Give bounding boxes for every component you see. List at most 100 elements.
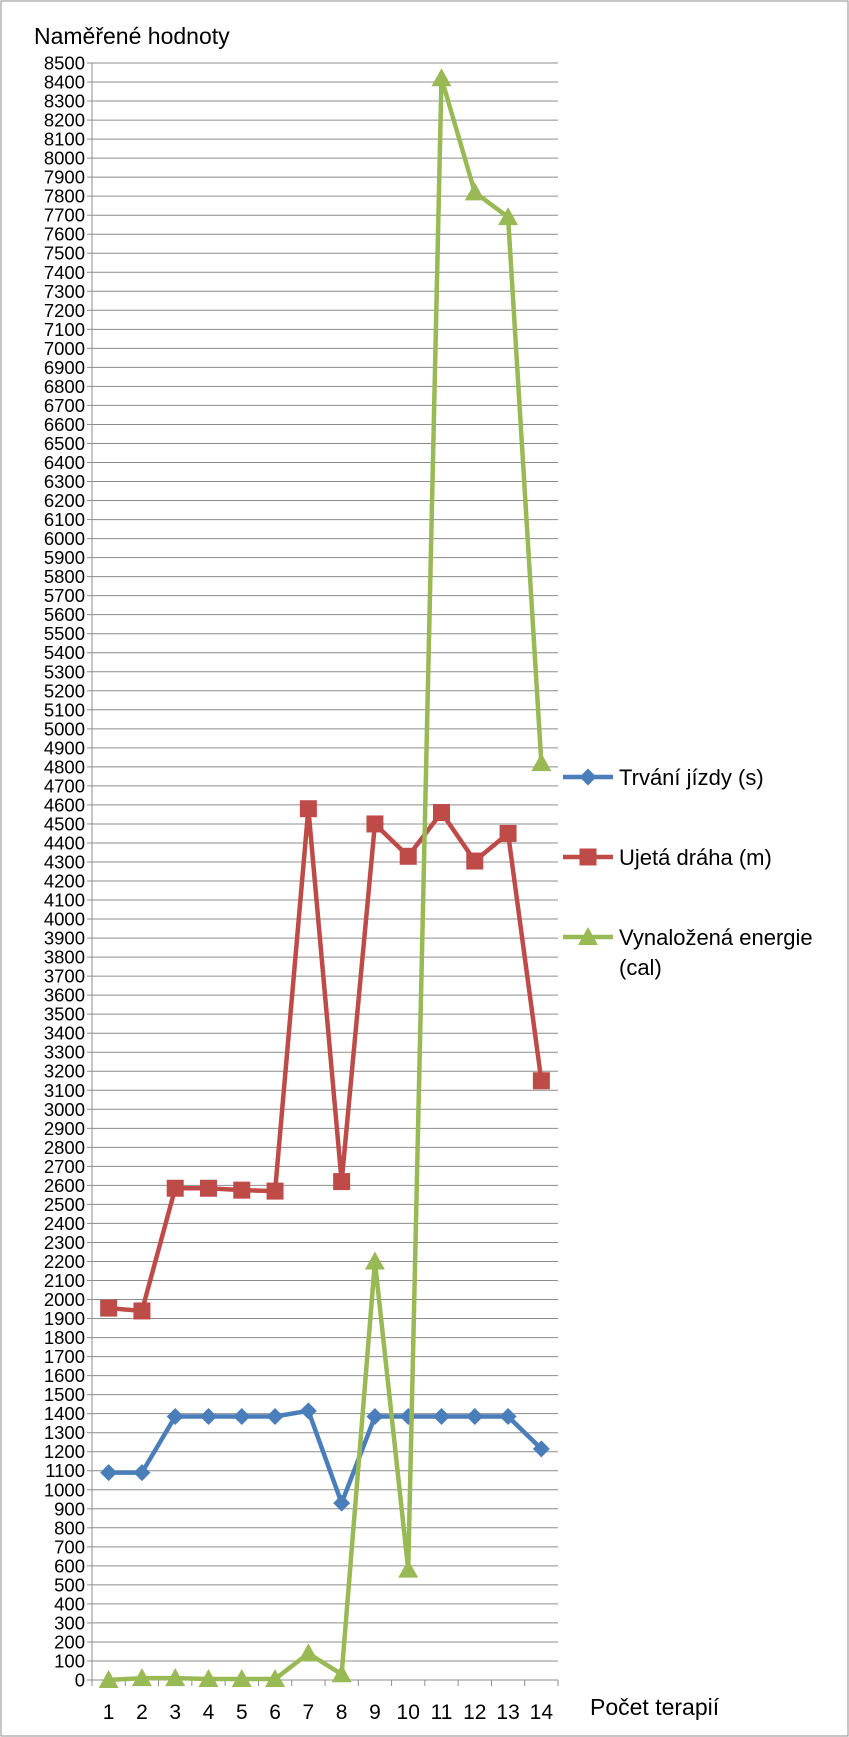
y-tick-label: 4800 — [44, 756, 85, 777]
y-tick-label: 7400 — [44, 262, 85, 283]
data-point — [531, 753, 552, 772]
data-point — [133, 1302, 151, 1320]
x-tick-label: 7 — [303, 1701, 315, 1724]
y-tick-label: 7900 — [44, 167, 85, 188]
data-point — [333, 1494, 351, 1512]
y-tick-label: 3100 — [44, 1080, 85, 1101]
y-tick-label: 2400 — [44, 1213, 85, 1234]
y-tick-label: 900 — [54, 1498, 85, 1519]
data-point — [266, 1182, 284, 1200]
y-tick-label: 5000 — [44, 718, 85, 739]
y-axis-title: Naměřené hodnoty — [34, 23, 230, 49]
y-tick-label: 1200 — [44, 1441, 85, 1462]
y-tick-label: 5900 — [44, 547, 85, 568]
y-tick-label: 1600 — [44, 1365, 85, 1386]
data-point — [532, 1072, 550, 1090]
y-tick-label: 4600 — [44, 794, 85, 815]
y-tick-label: 2000 — [44, 1289, 85, 1310]
legend-marker — [579, 768, 597, 786]
data-point — [333, 1173, 351, 1191]
data-point — [464, 182, 485, 201]
data-point — [532, 1440, 550, 1458]
legend-label-line: Vynaložená energie — [619, 925, 813, 950]
y-tick-label: 3500 — [44, 1004, 85, 1025]
y-tick-label: 6800 — [44, 376, 85, 397]
y-tick-label: 3400 — [44, 1023, 85, 1044]
data-point — [100, 1464, 118, 1482]
x-tick-label: 3 — [169, 1701, 181, 1724]
y-tick-label: 3700 — [44, 966, 85, 987]
legend-label-line: (cal) — [619, 955, 662, 980]
legend-entry: Ujetá dráha (m) — [563, 845, 772, 870]
series-layer — [98, 68, 552, 1688]
y-tick-label: 6300 — [44, 471, 85, 492]
x-axis-title: Počet terapií — [590, 1694, 720, 1720]
x-tick-label: 11 — [431, 1701, 453, 1724]
y-tick-label: 200 — [54, 1631, 85, 1652]
series-3 — [98, 68, 552, 1688]
y-tick-label: 1000 — [44, 1479, 85, 1500]
x-tick-label: 4 — [203, 1701, 215, 1724]
y-tick-label: 7600 — [44, 224, 85, 245]
y-tick-label: 5700 — [44, 585, 85, 606]
legend-entry: Vynaložená energie (cal) — [563, 925, 813, 980]
y-tick-label: 5300 — [44, 661, 85, 682]
y-tick-label: 3000 — [44, 1099, 85, 1120]
data-point — [200, 1408, 217, 1426]
y-tick-label: 2700 — [44, 1156, 85, 1177]
x-tick-label: 10 — [397, 1701, 420, 1724]
x-tick-label: 6 — [269, 1701, 281, 1724]
y-tick-label: 4300 — [44, 851, 85, 872]
data-point — [200, 1179, 217, 1197]
data-point — [166, 1179, 184, 1197]
legend-marker — [579, 848, 597, 866]
y-tick-label: 4500 — [44, 813, 85, 834]
data-point — [133, 1464, 151, 1482]
legend-label: Ujetá dráha (m) — [619, 845, 772, 870]
data-point — [299, 800, 317, 818]
y-tick-label: 1400 — [44, 1403, 85, 1424]
y-tick-label: 800 — [54, 1517, 85, 1538]
data-point — [100, 1299, 118, 1317]
data-point — [265, 1669, 286, 1688]
data-point — [466, 852, 484, 870]
legend-label: Vynaložená energie (cal) — [619, 925, 813, 980]
y-tick-label: 1100 — [45, 1460, 85, 1481]
x-tick-label: 9 — [369, 1701, 381, 1724]
y-tick-label: 3300 — [44, 1042, 85, 1063]
data-point — [98, 1670, 119, 1688]
y-tick-label: 6600 — [44, 414, 85, 435]
y-tick-label: 7100 — [44, 319, 85, 340]
legend-marker — [578, 927, 598, 945]
data-point — [166, 1408, 184, 1426]
y-tick-label: 1500 — [44, 1384, 85, 1405]
y-tick-label: 2200 — [44, 1251, 85, 1272]
legend-label: Trvání jízdy (s) — [619, 765, 764, 790]
y-tick-label: 600 — [54, 1555, 85, 1576]
y-tick-label: 7000 — [44, 338, 85, 359]
y-tick-label: 1800 — [44, 1327, 85, 1348]
y-tick-label: 4900 — [44, 737, 85, 758]
y-tick-label: 7500 — [44, 243, 85, 264]
series-1 — [100, 1402, 550, 1512]
y-tick-label: 3600 — [44, 985, 85, 1006]
data-point — [398, 1559, 419, 1578]
data-point — [299, 1402, 317, 1420]
legend-entry: Trvání jízdy (s) — [563, 765, 764, 790]
y-tick-label: 7200 — [44, 300, 85, 321]
y-tick-label: 6500 — [44, 433, 85, 454]
y-tick-label: 8000 — [44, 148, 85, 169]
y-tick-label: 4100 — [44, 890, 85, 911]
y-tick-label: 8500 — [44, 53, 85, 74]
y-tick-label: 2500 — [44, 1194, 85, 1215]
x-tick-label: 5 — [236, 1701, 248, 1724]
y-tick-label: 3200 — [44, 1061, 85, 1082]
series-2 — [100, 800, 550, 1320]
y-tick-label: 5500 — [44, 623, 85, 644]
y-tick-label: 2300 — [44, 1232, 85, 1253]
y-tick-label: 400 — [54, 1593, 85, 1614]
y-tick-label: 6900 — [44, 357, 85, 378]
data-point — [499, 1408, 517, 1426]
